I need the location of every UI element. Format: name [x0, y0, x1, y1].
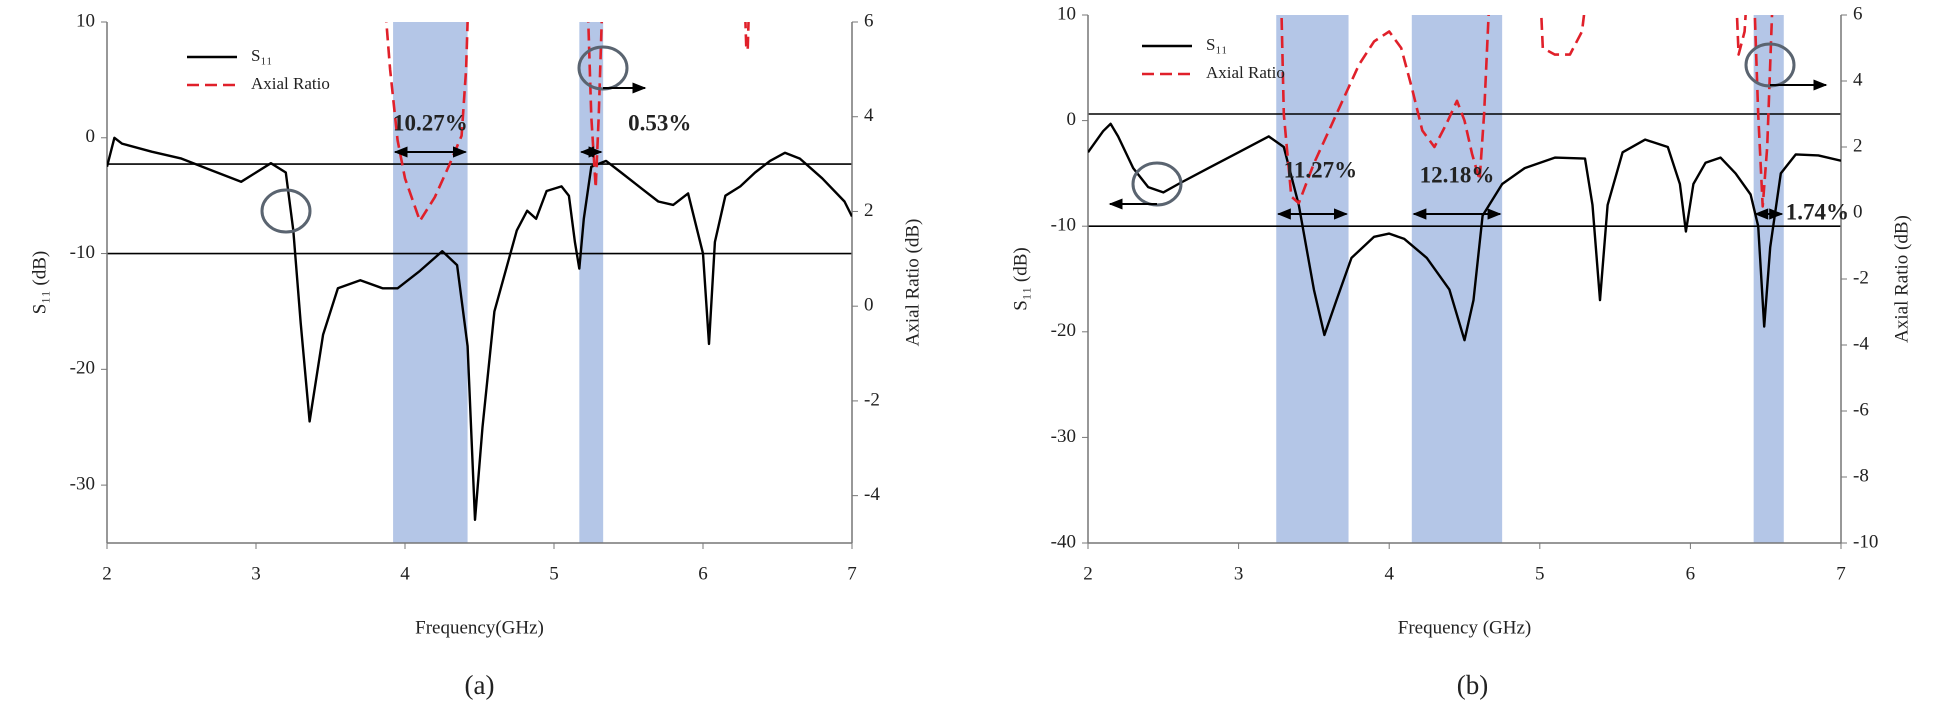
series-line: [107, 136, 852, 521]
band-label: 10.27%: [393, 110, 468, 135]
y-axis-label: S₁₁ (dB): [29, 251, 50, 314]
y-tick-label: -30: [1051, 426, 1076, 447]
x-tick-label: 2: [102, 563, 112, 584]
y-tick-label: 0: [86, 126, 96, 147]
series-line: [1280, 15, 1774, 208]
y2-tick-label: 6: [1853, 3, 1863, 24]
y-tick-label: -40: [1051, 531, 1076, 552]
legend-label: Axial Ratio: [251, 74, 330, 93]
shaded-band: [579, 22, 604, 543]
y-tick-label: -20: [1051, 320, 1076, 341]
x-tick-label: 3: [251, 563, 261, 584]
y2-tick-label: 0: [1853, 201, 1863, 222]
x-axis-label: Frequency (GHz): [1398, 617, 1531, 638]
y-tick-label: -20: [70, 358, 95, 379]
y2-tick-label: -10: [1853, 531, 1878, 552]
panel-label: (b): [1457, 670, 1488, 700]
x-tick-label: 2: [1083, 563, 1093, 584]
x-tick-label: 6: [698, 563, 708, 584]
band-label: 11.27%: [1284, 157, 1357, 182]
y2-tick-label: 0: [864, 295, 874, 316]
y2-tick-label: -6: [1853, 399, 1869, 420]
y-tick-label: -30: [70, 473, 95, 494]
y-tick-label: 10: [1057, 3, 1076, 24]
y2-axis-label: Axial Ratio (dB): [902, 219, 923, 347]
y2-tick-label: -4: [1853, 333, 1869, 354]
x-tick-label: 3: [1234, 563, 1244, 584]
y2-tick-label: -4: [864, 484, 880, 505]
y-axis-label: S₁₁ (dB): [1010, 247, 1031, 310]
x-tick-label: 7: [847, 563, 857, 584]
series-line: [385, 22, 750, 223]
y2-tick-label: 6: [864, 10, 874, 31]
shaded-band: [1411, 15, 1503, 543]
y2-tick-label: -8: [1853, 465, 1869, 486]
y-tick-label: 0: [1067, 109, 1077, 130]
x-tick-label: 6: [1686, 563, 1696, 584]
band-label: 12.18%: [1420, 162, 1495, 187]
y-tick-label: -10: [1051, 215, 1076, 236]
y2-tick-label: -2: [864, 389, 880, 410]
y-tick-label: -10: [70, 242, 95, 263]
axis-indicator-circle: [1131, 161, 1183, 207]
band-label: 1.74%: [1786, 199, 1849, 224]
y-tick-label: 10: [76, 10, 95, 31]
axis-indicator-circle: [260, 188, 312, 234]
x-tick-label: 5: [1535, 563, 1545, 584]
x-tick-label: 4: [1384, 563, 1394, 584]
band-label: 0.53%: [628, 110, 691, 135]
x-tick-label: 4: [400, 563, 410, 584]
y2-tick-label: 2: [864, 200, 874, 221]
x-axis-label: Frequency(GHz): [415, 617, 544, 638]
panel-label: (a): [465, 670, 495, 700]
x-tick-label: 7: [1836, 563, 1846, 584]
y2-tick-label: 2: [1853, 135, 1863, 156]
y2-tick-label: 4: [1853, 69, 1863, 90]
legend-label: S₁₁: [251, 46, 272, 65]
x-tick-label: 5: [549, 563, 559, 584]
legend-label: S₁₁: [1206, 35, 1227, 54]
legend-label: Axial Ratio: [1206, 63, 1285, 82]
y2-axis-label: Axial Ratio (dB): [1891, 215, 1912, 343]
y2-tick-label: -2: [1853, 267, 1869, 288]
y2-tick-label: 4: [864, 105, 874, 126]
